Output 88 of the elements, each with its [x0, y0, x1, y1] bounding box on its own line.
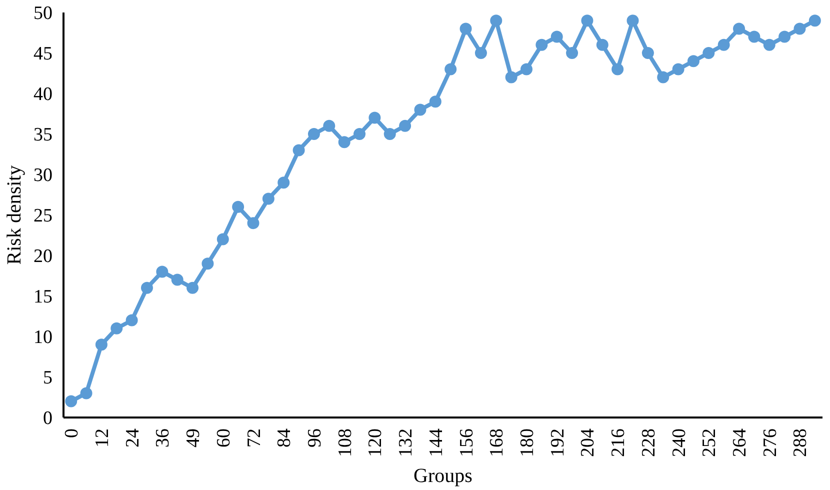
x-tick-label: 144	[426, 428, 447, 457]
y-tick-label: 15	[34, 286, 52, 308]
x-tick-label: 72	[244, 428, 265, 448]
y-tick-label: 0	[43, 408, 52, 429]
x-tick-label: 264	[730, 428, 751, 457]
point	[763, 38, 776, 51]
x-tick-label: 276	[760, 428, 781, 457]
x-tick-label: 132	[396, 428, 417, 457]
point	[95, 338, 108, 351]
y-tick-label: 50	[34, 3, 52, 24]
point	[429, 96, 442, 108]
y-tick-label: 5	[43, 368, 52, 388]
x-tick-label: 36	[152, 428, 174, 448]
point	[748, 30, 760, 43]
point	[550, 30, 563, 43]
x-tick-label: 0	[62, 428, 83, 438]
point	[642, 47, 654, 59]
x-tick-label: 168	[486, 428, 508, 457]
x-tick-label: 180	[516, 428, 538, 457]
point	[733, 22, 746, 35]
point	[354, 128, 366, 140]
point	[171, 274, 184, 286]
point	[612, 63, 624, 76]
point	[444, 63, 457, 76]
point	[672, 63, 684, 76]
point	[566, 47, 578, 59]
x-tick-label: 156	[456, 428, 478, 457]
point	[778, 30, 791, 43]
point	[247, 217, 260, 230]
point	[323, 120, 336, 132]
x-tick-label: 12	[92, 428, 113, 448]
point	[156, 266, 168, 278]
point	[278, 176, 290, 189]
point	[262, 192, 274, 205]
point	[460, 22, 472, 35]
x-tick-label: 60	[213, 428, 234, 448]
y-tick-label: 40	[34, 84, 52, 105]
point	[80, 387, 92, 400]
point	[216, 233, 229, 246]
y-tick-label: 45	[34, 44, 52, 64]
point	[384, 128, 396, 140]
point	[536, 38, 548, 51]
point	[414, 104, 426, 116]
y-tick-label: 25	[34, 206, 52, 226]
x-tick-label: 252	[699, 428, 720, 457]
point	[474, 47, 487, 59]
point	[308, 128, 320, 140]
point	[202, 258, 214, 270]
point	[65, 395, 78, 408]
x-tick-label: 96	[304, 428, 326, 448]
x-tick-label: 24	[122, 428, 144, 448]
point	[368, 112, 381, 124]
x-tick-label: 84	[274, 428, 296, 448]
x-tick-label: 228	[638, 428, 660, 457]
y-tick-label: 10	[34, 327, 52, 348]
point	[718, 38, 730, 51]
point	[808, 14, 821, 27]
x-tick-label: 120	[365, 428, 386, 457]
point	[520, 63, 532, 76]
point	[338, 136, 350, 148]
point	[657, 71, 670, 84]
point	[110, 322, 123, 334]
point	[232, 200, 244, 213]
x-tick-label: 240	[668, 428, 690, 457]
point	[626, 14, 639, 27]
point	[140, 282, 153, 294]
point	[490, 14, 502, 27]
point	[687, 55, 700, 68]
point	[581, 14, 594, 27]
point	[292, 144, 305, 156]
point	[126, 314, 138, 326]
x-tick-label: 204	[578, 428, 599, 457]
x-tick-label: 108	[334, 428, 356, 457]
point	[702, 47, 715, 59]
x-tick-label: 192	[547, 428, 568, 457]
y-tick-label: 35	[34, 124, 52, 146]
point	[186, 282, 199, 294]
x-axis-title: Groups	[414, 465, 473, 487]
point	[596, 38, 608, 51]
y-tick-label: 30	[34, 165, 52, 186]
point	[794, 22, 806, 35]
point	[399, 120, 412, 132]
x-tick-label: 216	[608, 428, 630, 457]
x-tick-label: 288	[790, 428, 812, 457]
x-tick-label: 49	[183, 428, 204, 448]
y-tick-label: 20	[34, 246, 52, 267]
point	[505, 71, 518, 84]
y-axis-title: Risk density	[4, 165, 26, 265]
